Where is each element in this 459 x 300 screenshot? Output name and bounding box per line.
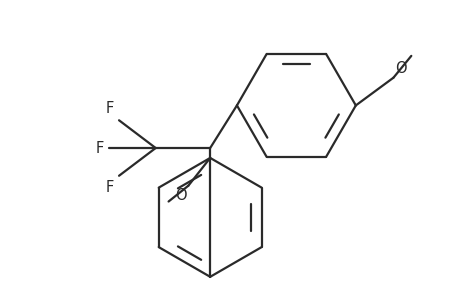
- Text: O: O: [174, 188, 186, 202]
- Text: F: F: [106, 180, 114, 195]
- Text: F: F: [96, 140, 104, 155]
- Text: F: F: [106, 101, 114, 116]
- Text: O: O: [395, 61, 406, 76]
